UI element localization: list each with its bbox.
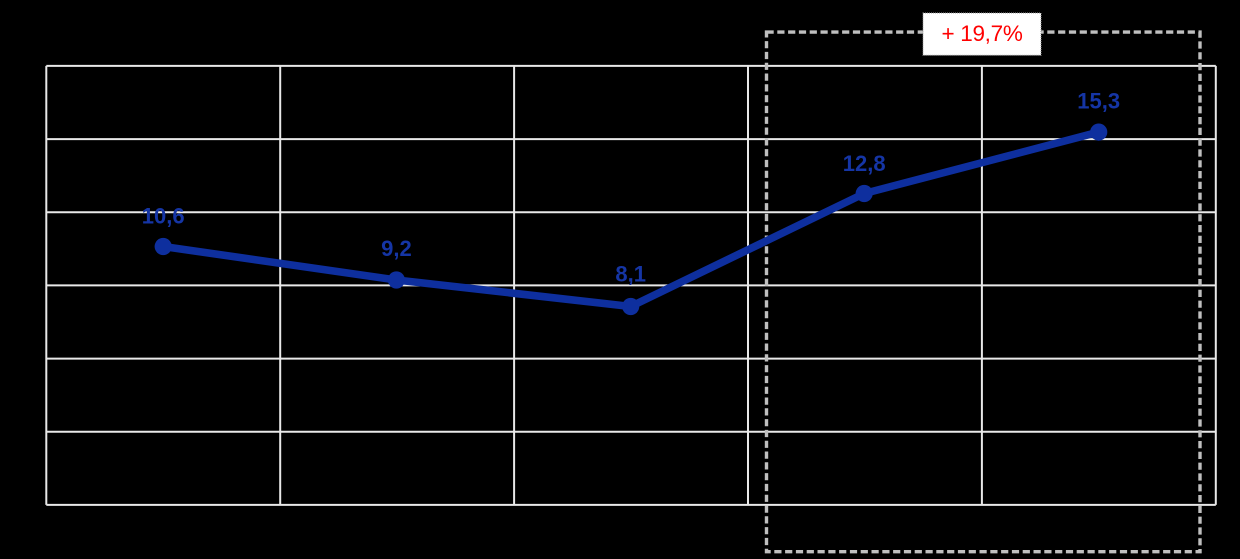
- svg-text:9,2: 9,2: [381, 236, 412, 261]
- svg-text:12,8: 12,8: [843, 151, 886, 176]
- svg-text:8,1: 8,1: [615, 262, 646, 287]
- svg-text:15,3: 15,3: [1077, 89, 1120, 114]
- svg-text:+ 19,7%: + 19,7%: [941, 21, 1022, 46]
- svg-text:10,6: 10,6: [142, 204, 185, 229]
